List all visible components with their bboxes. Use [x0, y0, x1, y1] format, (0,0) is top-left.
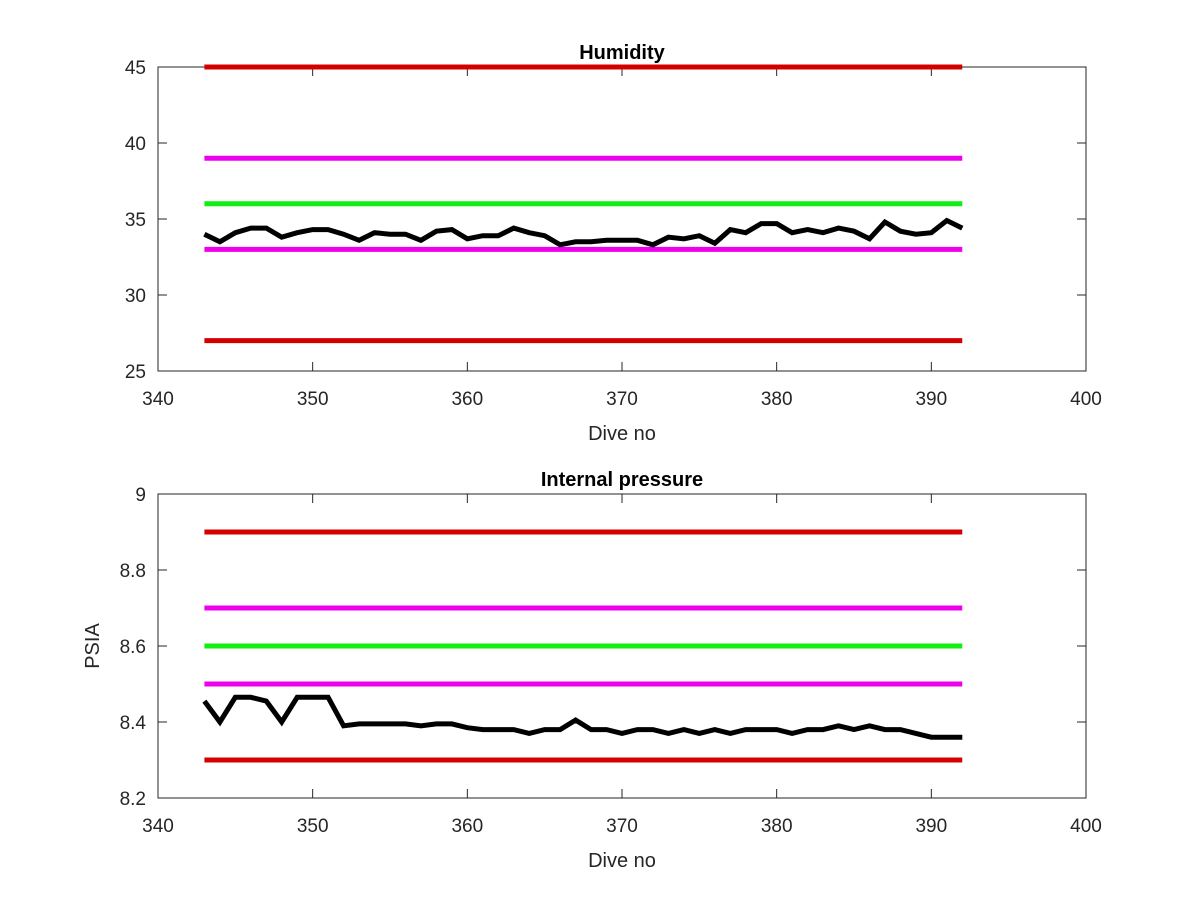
x-tick-label: 400	[1070, 816, 1102, 837]
x-tick-label: 350	[297, 389, 329, 410]
y-tick-label: 8.8	[120, 561, 146, 582]
y-tick-label: 30	[125, 286, 146, 307]
x-tick-label: 390	[915, 816, 947, 837]
x-tick-label: 370	[606, 816, 638, 837]
y-tick-label: 8.6	[120, 637, 146, 658]
data-series-line	[202, 694, 963, 740]
y-tick-label: 8.2	[120, 789, 146, 810]
x-tick-label: 380	[761, 816, 793, 837]
y-axis-label: PSIA	[82, 623, 104, 669]
y-tick-label: 8.4	[120, 713, 147, 734]
x-tick-label: 350	[297, 816, 329, 837]
x-tick-label: 370	[606, 389, 638, 410]
x-axis-label: Dive no	[588, 850, 656, 872]
x-tick-label: 360	[451, 816, 483, 837]
x-tick-label: 400	[1070, 389, 1102, 410]
chart-title: Internal pressure	[541, 469, 703, 491]
humidity-chart: 340 350 360 370 380 390 400 25 30 35 40 45 Humidity D…	[125, 42, 1102, 445]
y-tick-label: 35	[125, 210, 146, 231]
x-tick-label: 340	[142, 389, 174, 410]
internal-pressure-chart: 340 350 360 370 380 390 400 8.2 8.4 8.6 8.8 9 Intern…	[82, 469, 1102, 872]
x-tick-label: 340	[142, 816, 174, 837]
x-tick-label: 360	[451, 389, 483, 410]
y-tick-label: 25	[125, 362, 146, 383]
x-tick-label: 380	[761, 389, 793, 410]
y-tick-label: 9	[135, 485, 146, 506]
y-tick-label: 40	[125, 134, 146, 155]
x-tick-label: 390	[915, 389, 947, 410]
chart-title: Humidity	[579, 42, 665, 64]
data-series-line	[203, 217, 964, 248]
x-axis-label: Dive no	[588, 423, 656, 445]
y-tick-label: 45	[125, 58, 146, 79]
